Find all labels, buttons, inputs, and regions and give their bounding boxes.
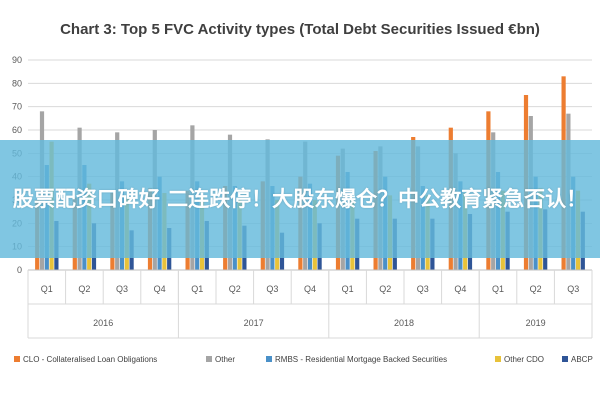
- x-tick-label: Q2: [530, 284, 542, 294]
- legend-label: Other: [215, 355, 235, 364]
- x-tick-label: Q2: [78, 284, 90, 294]
- y-tick-label: 0: [17, 265, 22, 275]
- legend-swatch: [14, 356, 20, 362]
- x-tick-label: Q3: [116, 284, 128, 294]
- x-tick-label: Q1: [191, 284, 203, 294]
- x-tick-label: Q1: [41, 284, 53, 294]
- x-tick-label: Q4: [454, 284, 466, 294]
- x-tick-label: Q4: [154, 284, 166, 294]
- x-tick-label: Q4: [304, 284, 316, 294]
- x-group-label: 2019: [526, 318, 546, 328]
- legend-swatch: [562, 356, 568, 362]
- legend-label: Other CDO: [504, 355, 544, 364]
- x-group-label: 2016: [93, 318, 113, 328]
- x-group-label: 2017: [244, 318, 264, 328]
- legend-label: ABCP: [571, 355, 593, 364]
- overlay-banner[interactable]: 股票配资口碑好 二连跌停！大股东爆仓？中公教育紧急否认！: [0, 140, 600, 258]
- y-tick-label: 80: [12, 78, 22, 88]
- overlay-banner-text: 股票配资口碑好 二连跌停！大股东爆仓？中公教育紧急否认！: [12, 187, 588, 211]
- x-tick-label: Q1: [492, 284, 504, 294]
- legend-swatch: [266, 356, 272, 362]
- x-tick-label: Q1: [342, 284, 354, 294]
- x-tick-label: Q3: [266, 284, 278, 294]
- x-tick-label: Q3: [567, 284, 579, 294]
- y-tick-label: 60: [12, 125, 22, 135]
- legend-swatch: [495, 356, 501, 362]
- x-tick-label: Q2: [379, 284, 391, 294]
- legend-swatch: [206, 356, 212, 362]
- y-tick-label: 90: [12, 55, 22, 65]
- chart-title: Chart 3: Top 5 FVC Activity types (Total…: [60, 21, 540, 38]
- x-group-label: 2018: [394, 318, 414, 328]
- legend-label: RMBS - Residential Mortgage Backed Secur…: [275, 355, 447, 364]
- legend: CLO - Collateralised Loan Obligations Oth…: [14, 355, 593, 364]
- legend-label: CLO - Collateralised Loan Obligations: [23, 355, 157, 364]
- x-tick-label: Q3: [417, 284, 429, 294]
- x-tick-label: Q2: [229, 284, 241, 294]
- y-tick-label: 70: [12, 102, 22, 112]
